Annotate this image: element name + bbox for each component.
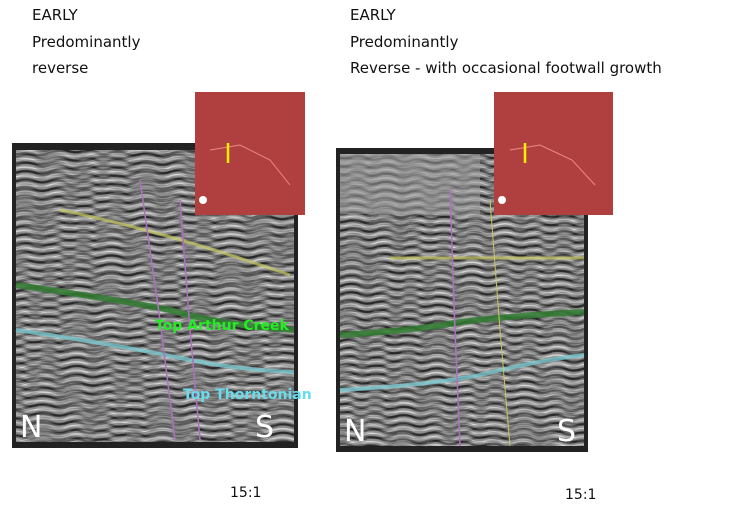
scale-label: 15:1	[230, 485, 261, 501]
direction-label: N	[20, 410, 42, 445]
direction-label: N	[344, 414, 366, 449]
location-inset	[494, 92, 613, 215]
heading-line: reverse	[32, 59, 88, 77]
location-inset	[195, 92, 305, 215]
heading-line: Predominantly	[32, 33, 141, 51]
horizon-label: Top Thorntonian	[183, 387, 312, 403]
heading-line: Predominantly	[350, 33, 459, 51]
scale-label: 15:1	[565, 487, 596, 503]
direction-label: S	[557, 414, 576, 449]
heading-line: EARLY	[32, 6, 79, 24]
horizon-label: Top Arthur Creek	[155, 318, 290, 334]
heading-line: EARLY	[350, 6, 397, 24]
heading-line: Reverse - with occasional footwall growt…	[350, 59, 662, 77]
direction-label: S	[255, 410, 274, 445]
